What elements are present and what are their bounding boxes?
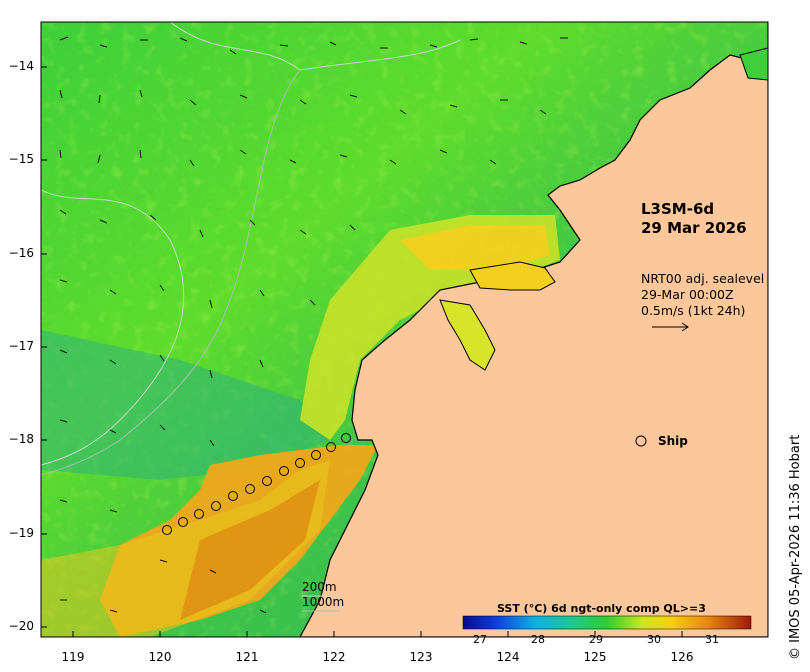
wind-vectors [59, 36, 568, 614]
lat-tick: −14 [8, 59, 34, 73]
lat-tick: −18 [8, 432, 34, 446]
depth-200m-label: 200m [302, 580, 337, 594]
lon-tick: 121 [235, 650, 259, 664]
wind-source-label: NRT00 adj. sealevel [641, 271, 765, 286]
date-label: 29 Mar 2026 [641, 219, 747, 237]
product-label: L3SM-6d [641, 200, 715, 218]
lon-tick: 125 [583, 650, 607, 664]
colorbar-title: SST (°C) 6d ngt-only comp QL>=3 [497, 602, 706, 615]
wind-scale-label: 0.5m/s (1kt 24h) [641, 303, 746, 318]
lon-tick: 126 [670, 650, 694, 664]
lon-tick: 119 [61, 650, 85, 664]
colorbar-tick: 28 [531, 633, 545, 646]
lat-tick: −15 [8, 152, 34, 166]
ship-legend-label: Ship [658, 434, 688, 448]
colorbar-tick: 31 [705, 633, 719, 646]
credit-text: © IMOS 05-Apr-2026 11:36 Hobart [788, 434, 803, 660]
ship-track [162, 433, 351, 535]
lon-tick: 122 [322, 650, 346, 664]
depth-1000m-label: 1000m [302, 595, 345, 609]
lat-tick: −19 [8, 526, 34, 540]
lon-tick: 124 [496, 650, 520, 664]
wind-scale-arrow [652, 322, 689, 332]
ship-marker [635, 435, 647, 447]
colorbar-tick: 27 [473, 633, 487, 646]
lat-tick: −17 [8, 339, 34, 353]
colorbar-tick: 30 [647, 633, 661, 646]
lon-tick: 120 [148, 650, 172, 664]
lon-tick: 123 [409, 650, 433, 664]
colorbar-tick: 29 [589, 633, 603, 646]
lat-tick: −16 [8, 246, 34, 260]
colorbar [462, 615, 752, 630]
lat-tick: −20 [8, 619, 34, 633]
wind-time-label: 29-Mar 00:00Z [641, 287, 734, 302]
